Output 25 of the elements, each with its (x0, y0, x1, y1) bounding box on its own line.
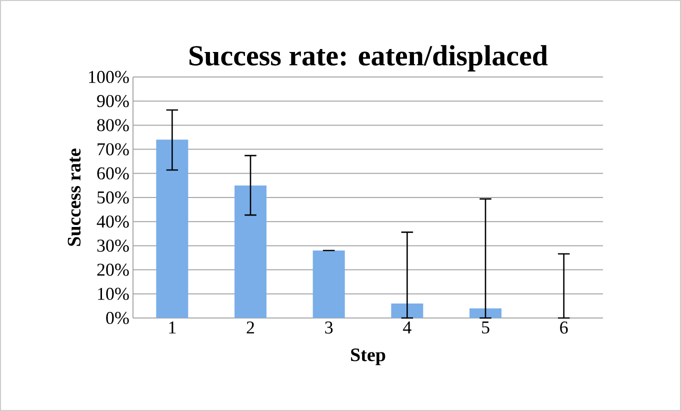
bar (234, 185, 266, 318)
y-tick-label: 80% (97, 119, 129, 132)
bar (156, 140, 188, 318)
y-tick-label: 50% (98, 191, 129, 204)
x-tick-label: 6 (560, 322, 568, 334)
x-axis-title: Step (351, 348, 386, 366)
bar (391, 304, 424, 318)
bar (469, 308, 502, 318)
x-tick-label: 2 (246, 322, 254, 334)
y-tick-label: 30% (97, 240, 129, 252)
y-tick-label: 60% (97, 167, 129, 180)
x-tick-label: 4 (403, 322, 412, 334)
chart-title: Success rate: eaten/displaced (190, 45, 548, 72)
y-tick-label: 0% (106, 312, 129, 324)
y-tick-label: 40% (96, 215, 129, 228)
x-tick-label: 1 (169, 322, 176, 334)
y-tick-label: 100% (89, 70, 129, 84)
y-axis-title: Success rate (68, 148, 81, 246)
bar (312, 250, 345, 318)
y-tick-label: 70% (98, 143, 129, 156)
y-tick-label: 20% (97, 264, 129, 276)
y-tick-label: 10% (98, 288, 129, 300)
x-tick-label: 5 (482, 322, 490, 334)
x-tick-label: 3 (325, 322, 333, 334)
y-tick-label: 90% (97, 94, 129, 108)
